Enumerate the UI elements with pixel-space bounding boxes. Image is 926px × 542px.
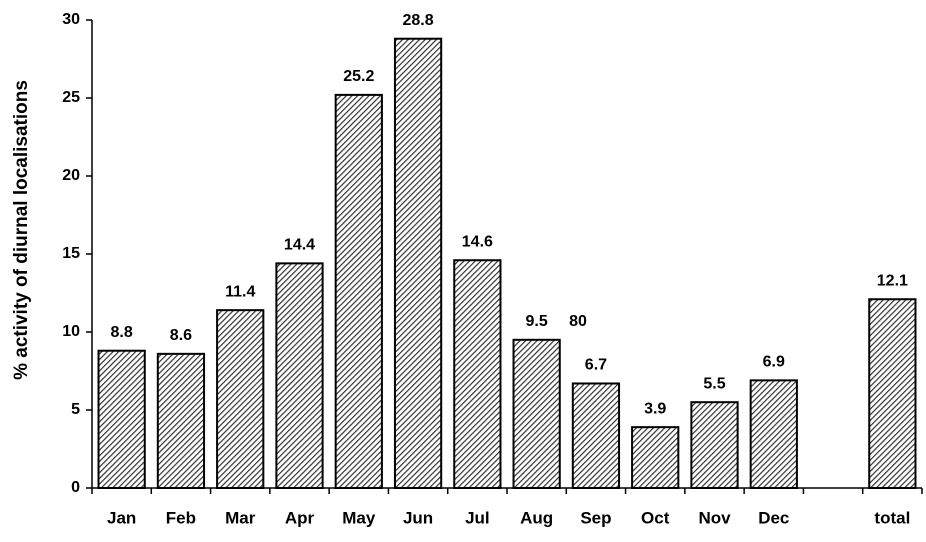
y-tick-label: 30 — [62, 11, 80, 28]
x-tick-label: Feb — [166, 508, 196, 527]
value-label: 3.9 — [644, 400, 666, 417]
x-tick-label: May — [342, 508, 376, 527]
x-tick-label: Nov — [698, 508, 731, 527]
value-label: 8.6 — [170, 327, 192, 344]
value-label: 9.5 — [526, 313, 548, 330]
bar — [97, 349, 146, 489]
bar — [275, 262, 324, 489]
bar — [571, 382, 621, 490]
x-tick-label: Mar — [225, 508, 256, 527]
y-tick-label: 0 — [71, 479, 80, 496]
value-label: 6.9 — [763, 354, 785, 371]
value-label: 5.5 — [703, 375, 725, 392]
x-tick-label: Apr — [285, 508, 315, 527]
x-tick-label: Jan — [107, 508, 136, 527]
x-tick-label: total — [874, 508, 910, 527]
bar — [631, 426, 680, 490]
value-label: 28.8 — [403, 12, 434, 29]
x-tick-label: Aug — [520, 508, 553, 527]
bar — [690, 401, 739, 490]
x-tick-label: Dec — [758, 508, 789, 527]
bar — [216, 309, 265, 489]
value-label: 8.8 — [111, 324, 133, 341]
bar — [453, 259, 502, 489]
bar — [334, 93, 383, 489]
y-tick-label: 25 — [62, 89, 80, 106]
x-tick-label: Sep — [580, 508, 611, 527]
bar — [512, 338, 561, 489]
annotation: 80 — [569, 313, 587, 330]
y-tick-label: 15 — [62, 245, 80, 262]
x-tick-label: Jul — [465, 508, 490, 527]
y-tick-label: 5 — [71, 401, 80, 418]
bar — [868, 298, 917, 489]
value-label: 14.6 — [462, 233, 493, 250]
x-tick-label: Oct — [641, 508, 670, 527]
value-label: 6.7 — [585, 357, 607, 374]
x-tick-label: Jun — [403, 508, 433, 527]
value-label: 25.2 — [343, 68, 374, 85]
bar — [156, 352, 206, 489]
y-tick-label: 10 — [62, 323, 80, 340]
bar — [749, 379, 798, 489]
value-label: 12.1 — [877, 272, 908, 289]
y-axis-label: % activity of diurnal localisations — [11, 80, 32, 380]
bar — [393, 37, 443, 489]
value-label: 11.4 — [225, 283, 255, 300]
value-label: 14.4 — [284, 237, 315, 254]
y-tick-label: 20 — [62, 167, 80, 184]
